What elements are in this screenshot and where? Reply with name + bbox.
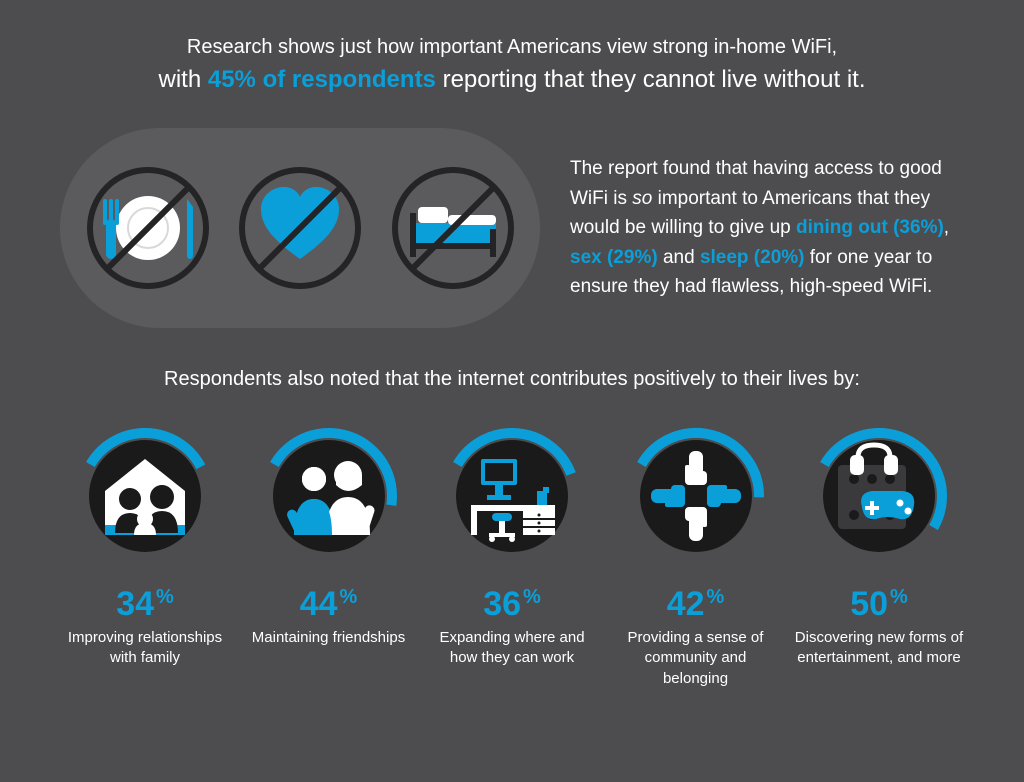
stat-value: 44% [244,585,414,624]
headline-line2: with 45% of respondents reporting that t… [60,62,964,98]
giveup-text: The report found that having access to g… [570,154,964,301]
donut-family [70,421,220,571]
stat-label: Providing a sense of community and belon… [611,628,781,689]
stat-label: Maintaining friendships [244,628,414,648]
stat-label: Discovering new forms of entertainment, … [794,628,964,669]
subheading: Respondents also noted that the internet… [60,368,964,391]
stat-item: 34% Improving relationships with family [60,421,230,689]
headline-pre: with [159,66,208,93]
stats-row: 34% Improving relationships with family … [60,421,964,689]
stat-value: 50% [794,585,964,624]
headline-post: reporting that they cannot live without … [436,66,866,93]
headline-accent: 45% of respondents [208,66,436,93]
stat-value: 34% [60,585,230,624]
sep2: and [658,247,700,268]
stat-item: 50% Discovering new forms of entertainme… [794,421,964,689]
stat-value: 36% [427,585,597,624]
donut-friends [254,421,404,571]
dining-icon [83,163,213,293]
giveup-sex: sex (29%) [570,247,658,268]
giveup-sleep: sleep (20%) [700,247,805,268]
headline: Research shows just how important Americ… [60,32,964,98]
giveup-bubble [60,128,540,328]
bed-icon [388,163,518,293]
stat-label: Expanding where and how they can work [427,628,597,669]
sep1: , [944,217,949,238]
stat-item: 42% Providing a sense of community and b… [611,421,781,689]
donut-entertainment [804,421,954,571]
donut-desk [437,421,587,571]
headline-line1: Research shows just how important Americ… [60,32,964,62]
stat-value: 42% [611,585,781,624]
stat-item: 44% Maintaining friendships [244,421,414,689]
stat-label: Improving relationships with family [60,628,230,669]
donut-hands [621,421,771,571]
heart-icon [235,163,365,293]
giveup-dining: dining out (36%) [796,217,944,238]
giveup-so: so [632,188,652,209]
stat-item: 36% Expanding where and how they can wor… [427,421,597,689]
